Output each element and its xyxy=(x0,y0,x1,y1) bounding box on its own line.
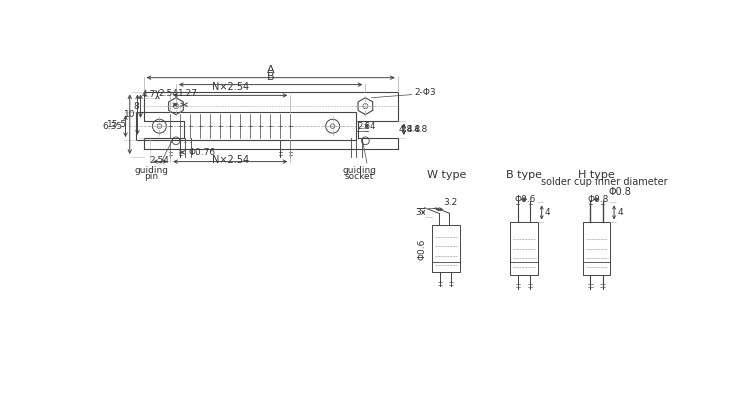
Text: 3: 3 xyxy=(415,208,421,217)
Text: 2-Φ3: 2-Φ3 xyxy=(414,88,435,97)
Text: socket: socket xyxy=(344,172,374,181)
Text: N×2.54: N×2.54 xyxy=(211,156,249,166)
Text: 4.8: 4.8 xyxy=(407,125,421,134)
Text: B type: B type xyxy=(506,170,542,180)
Text: 2.54: 2.54 xyxy=(150,156,169,166)
Text: B: B xyxy=(267,71,274,81)
Text: 4.7: 4.7 xyxy=(141,90,156,99)
Text: 4: 4 xyxy=(617,208,623,217)
Text: N×2.54: N×2.54 xyxy=(211,82,249,92)
Text: Φ0.8: Φ0.8 xyxy=(587,195,608,204)
Text: 3.2: 3.2 xyxy=(443,198,457,207)
Bar xyxy=(432,225,460,272)
Text: 15.5: 15.5 xyxy=(108,120,127,129)
Text: solder cup inner diameter: solder cup inner diameter xyxy=(541,177,667,187)
Text: 4.8: 4.8 xyxy=(399,125,413,134)
Text: 2.54: 2.54 xyxy=(159,89,178,98)
Text: pin: pin xyxy=(144,172,159,181)
Text: 1.27: 1.27 xyxy=(178,89,199,98)
Text: 4.8: 4.8 xyxy=(414,125,428,134)
Text: Φ0.6: Φ0.6 xyxy=(417,239,426,260)
Text: H type: H type xyxy=(578,170,614,180)
Text: W type: W type xyxy=(426,170,466,180)
Bar xyxy=(136,112,356,140)
Text: guiding: guiding xyxy=(135,166,168,175)
Text: 10: 10 xyxy=(124,110,136,119)
Text: 2.54: 2.54 xyxy=(357,121,376,131)
Text: Φ0.8: Φ0.8 xyxy=(608,187,631,197)
Text: Φ0.76: Φ0.76 xyxy=(188,148,215,157)
Text: guiding: guiding xyxy=(342,166,376,175)
Bar xyxy=(583,222,610,275)
Text: 6.35: 6.35 xyxy=(102,121,123,131)
Text: Φ0.6: Φ0.6 xyxy=(515,195,536,204)
Text: 4: 4 xyxy=(544,208,550,217)
Text: 8: 8 xyxy=(133,102,139,111)
Text: A: A xyxy=(267,65,274,75)
Bar xyxy=(510,222,538,275)
